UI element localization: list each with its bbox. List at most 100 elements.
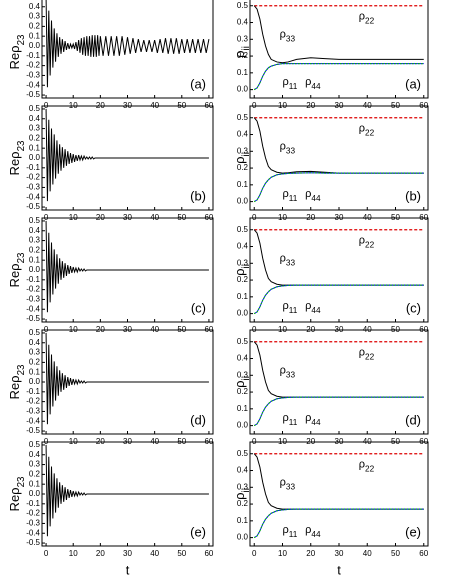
y-tick-label: 0.0 bbox=[29, 265, 41, 274]
curve bbox=[253, 172, 424, 203]
annotation: ρ44 bbox=[305, 412, 321, 427]
annotation-sub: 33 bbox=[286, 258, 296, 267]
y-axis-label-sub: 23 bbox=[16, 365, 27, 376]
annotation-sub: 44 bbox=[311, 530, 321, 539]
annotation: ρ11 bbox=[282, 188, 297, 203]
y-tick-label: 0.2 bbox=[29, 133, 41, 142]
y-tick-label: 0.2 bbox=[237, 387, 249, 396]
y-tick-label: 0.1 bbox=[237, 404, 249, 413]
y-tick-label: 0.4 bbox=[237, 18, 249, 27]
y-tick-label: -0.3 bbox=[26, 71, 40, 80]
curve bbox=[253, 172, 424, 203]
annotation-main: ρ bbox=[282, 76, 288, 88]
y-tick-label: -0.3 bbox=[26, 183, 40, 192]
y-tick-label: 0.5 bbox=[29, 216, 41, 225]
y-axis-label: Reρ23 bbox=[7, 141, 27, 176]
y-tick-label: -0.5 bbox=[26, 538, 40, 547]
y-tick-label: 0.4 bbox=[29, 338, 41, 347]
annotation-main: ρ bbox=[282, 300, 288, 312]
panel: -0.5-0.4-0.3-0.2-0.10.00.10.20.30.40.501… bbox=[7, 0, 214, 110]
annotation-sub: 11 bbox=[289, 306, 298, 315]
panel-label: (a) bbox=[190, 76, 206, 91]
annotation: ρ33 bbox=[280, 476, 296, 491]
y-tick-label: -0.1 bbox=[26, 499, 40, 508]
y-axis-label-main: Reρ bbox=[7, 151, 22, 175]
y-tick-label: 0.5 bbox=[237, 113, 249, 122]
y-tick-label: 0.3 bbox=[237, 370, 249, 379]
annotation-sub: 11 bbox=[289, 530, 298, 539]
x-tick-label: 10 bbox=[278, 549, 287, 558]
curve bbox=[253, 396, 424, 427]
annotation-main: ρ bbox=[282, 524, 288, 536]
annotation: ρ22 bbox=[359, 11, 375, 26]
y-tick-label: 0.4 bbox=[29, 2, 41, 11]
y-tick-label: 0.2 bbox=[237, 499, 249, 508]
y-axis-label: ρii bbox=[232, 488, 252, 500]
y-tick-label: 0.1 bbox=[237, 292, 249, 301]
curve bbox=[253, 396, 424, 427]
plot-frame bbox=[41, 0, 214, 99]
y-tick-label: 0.2 bbox=[237, 275, 249, 284]
y-axis-label-main: Reρ bbox=[7, 487, 22, 511]
annotation: ρ44 bbox=[305, 76, 321, 91]
y-tick-label: 0.3 bbox=[29, 124, 41, 133]
annotation: ρ11 bbox=[282, 76, 297, 91]
annotation: ρ22 bbox=[359, 123, 375, 138]
y-tick-label: -0.3 bbox=[26, 407, 40, 416]
y-tick-label: 0.2 bbox=[29, 357, 41, 366]
x-tick-label: 20 bbox=[96, 549, 105, 558]
y-axis-label-sub: ii bbox=[241, 376, 252, 380]
x-tick-label: 20 bbox=[306, 549, 315, 558]
annotation-main: ρ bbox=[282, 412, 288, 424]
y-tick-label: 0.2 bbox=[237, 51, 249, 60]
annotation-main: ρ bbox=[305, 412, 311, 424]
y-tick-label: 0.3 bbox=[29, 348, 41, 357]
annotation-sub: 22 bbox=[365, 16, 375, 25]
y-tick-label: 0.4 bbox=[29, 450, 41, 459]
y-axis-label-main: ρ bbox=[232, 380, 247, 387]
annotation-sub: 44 bbox=[311, 194, 321, 203]
y-tick-label: 0.2 bbox=[29, 469, 41, 478]
annotation-main: ρ bbox=[305, 300, 311, 312]
y-tick-label: 0.4 bbox=[29, 226, 41, 235]
y-tick-label: 0.2 bbox=[29, 21, 41, 30]
y-tick-label: -0.1 bbox=[26, 387, 40, 396]
y-tick-label: -0.4 bbox=[26, 304, 40, 313]
annotation-main: ρ bbox=[305, 76, 311, 88]
annotation: ρ44 bbox=[305, 524, 321, 539]
panel-label: (d) bbox=[405, 412, 421, 427]
y-tick-label: -0.3 bbox=[26, 519, 40, 528]
y-axis-label-main: Reρ bbox=[7, 45, 22, 69]
panel-label: (e) bbox=[190, 524, 206, 539]
annotation-sub: 44 bbox=[311, 418, 321, 427]
y-tick-label: -0.5 bbox=[26, 426, 40, 435]
y-axis-label-sub: 23 bbox=[16, 141, 27, 152]
annotation-main: ρ bbox=[359, 11, 365, 23]
annotation-sub: 11 bbox=[289, 418, 298, 427]
y-tick-label: 0.4 bbox=[237, 242, 249, 251]
y-axis-label-sub: ii bbox=[241, 488, 252, 492]
panel: 0.00.10.20.30.40.50 10 20 30 40 50 60ρii(a)ρ22… bbox=[232, 0, 429, 110]
annotation-sub: 22 bbox=[365, 240, 375, 249]
y-tick-label: 0.5 bbox=[29, 0, 41, 1]
y-tick-label: -0.4 bbox=[26, 416, 40, 425]
y-axis-label-sub: ii bbox=[241, 152, 252, 156]
x-tick-label: 30 bbox=[335, 549, 344, 558]
annotation-sub: 22 bbox=[365, 464, 375, 473]
x-tick-label: 30 bbox=[123, 549, 132, 558]
y-tick-label: 0.2 bbox=[237, 163, 249, 172]
curve bbox=[45, 444, 209, 537]
panel: 0.00.10.20.30.40.50 10 20 30 40 50 60ρii(d)ρ22… bbox=[232, 329, 429, 446]
y-tick-label: -0.4 bbox=[26, 192, 40, 201]
y-tick-label: -0.4 bbox=[26, 528, 40, 537]
y-tick-label: -0.1 bbox=[26, 163, 40, 172]
y-tick-label: 0.0 bbox=[237, 197, 249, 206]
curve bbox=[45, 220, 209, 313]
panel: 0.00.10.20.30.40.50 10 20 30 40 50 60ρii(b)ρ22… bbox=[232, 105, 429, 222]
y-tick-label: -0.2 bbox=[26, 509, 40, 518]
y-axis-label: Reρ23 bbox=[7, 477, 27, 512]
annotation-main: ρ bbox=[359, 235, 365, 247]
